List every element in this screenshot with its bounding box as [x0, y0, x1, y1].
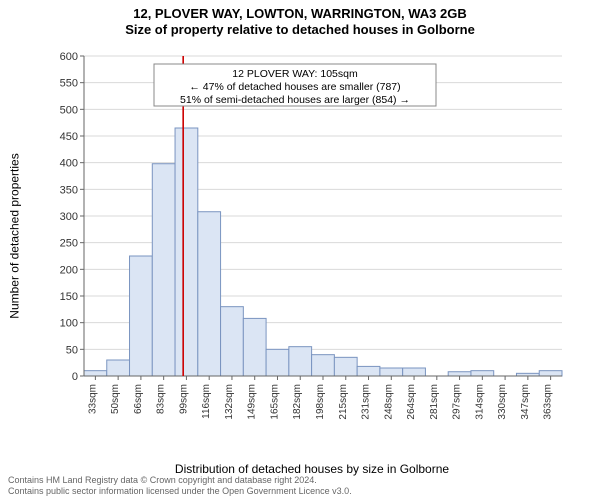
svg-text:132sqm: 132sqm [224, 384, 235, 420]
footer-line-1: Contains HM Land Registry data © Crown c… [8, 475, 352, 486]
x-axis-label: Distribution of detached houses by size … [52, 462, 572, 476]
chart-svg: 0 50 100 150 200 250 300 350 400 450 500 550 600 33sq… [52, 50, 572, 422]
svg-text:33sqm: 33sqm [87, 384, 98, 414]
plot-area: 0 50 100 150 200 250 300 350 400 450 500 550 600 33sq… [52, 50, 572, 422]
svg-text:149sqm: 149sqm [247, 384, 258, 420]
svg-text:450: 450 [60, 131, 78, 143]
svg-text:600: 600 [60, 51, 78, 63]
svg-text:363sqm: 363sqm [543, 384, 554, 420]
svg-text:83sqm: 83sqm [156, 384, 167, 414]
svg-text:51% of semi-detached houses ar: 51% of semi-detached houses are larger (… [180, 94, 410, 106]
svg-text:281sqm: 281sqm [429, 384, 440, 420]
svg-text:66sqm: 66sqm [133, 384, 144, 414]
svg-text:248sqm: 248sqm [383, 384, 394, 420]
svg-text:← 47% of detached houses are s: ← 47% of detached houses are smaller (78… [189, 81, 400, 93]
footer-line-2: Contains public sector information licen… [8, 486, 352, 497]
svg-text:50: 50 [66, 344, 78, 356]
svg-text:150: 150 [60, 291, 78, 303]
svg-text:264sqm: 264sqm [406, 384, 417, 420]
chart-title: 12, PLOVER WAY, LOWTON, WARRINGTON, WA3 … [0, 0, 600, 39]
svg-text:0: 0 [72, 371, 78, 383]
svg-text:500: 500 [60, 104, 78, 116]
title-line-2: Size of property relative to detached ho… [0, 22, 600, 38]
svg-text:347sqm: 347sqm [520, 384, 531, 420]
svg-text:297sqm: 297sqm [452, 384, 463, 420]
y-axis-label-text: Number of detached properties [8, 153, 22, 318]
svg-text:400: 400 [60, 158, 78, 170]
svg-text:200: 200 [60, 264, 78, 276]
svg-text:12 PLOVER WAY: 105sqm: 12 PLOVER WAY: 105sqm [232, 68, 358, 80]
svg-text:165sqm: 165sqm [269, 384, 280, 420]
svg-text:50sqm: 50sqm [110, 384, 121, 414]
y-axis-label: Number of detached properties [6, 50, 24, 422]
title-line-1: 12, PLOVER WAY, LOWTON, WARRINGTON, WA3 … [0, 6, 600, 22]
svg-text:116sqm: 116sqm [201, 384, 212, 419]
svg-text:182sqm: 182sqm [292, 384, 303, 420]
footer-attribution: Contains HM Land Registry data © Crown c… [8, 475, 352, 497]
svg-text:314sqm: 314sqm [474, 384, 485, 420]
svg-text:100: 100 [60, 318, 78, 330]
svg-text:300: 300 [60, 211, 78, 223]
chart-container: 12, PLOVER WAY, LOWTON, WARRINGTON, WA3 … [0, 0, 600, 500]
svg-text:550: 550 [60, 78, 78, 90]
svg-text:198sqm: 198sqm [315, 384, 326, 420]
svg-text:215sqm: 215sqm [338, 384, 349, 420]
svg-text:99sqm: 99sqm [178, 384, 189, 414]
svg-text:330sqm: 330sqm [497, 384, 508, 420]
svg-text:350: 350 [60, 184, 78, 196]
svg-text:250: 250 [60, 238, 78, 250]
svg-text:231sqm: 231sqm [361, 384, 372, 420]
